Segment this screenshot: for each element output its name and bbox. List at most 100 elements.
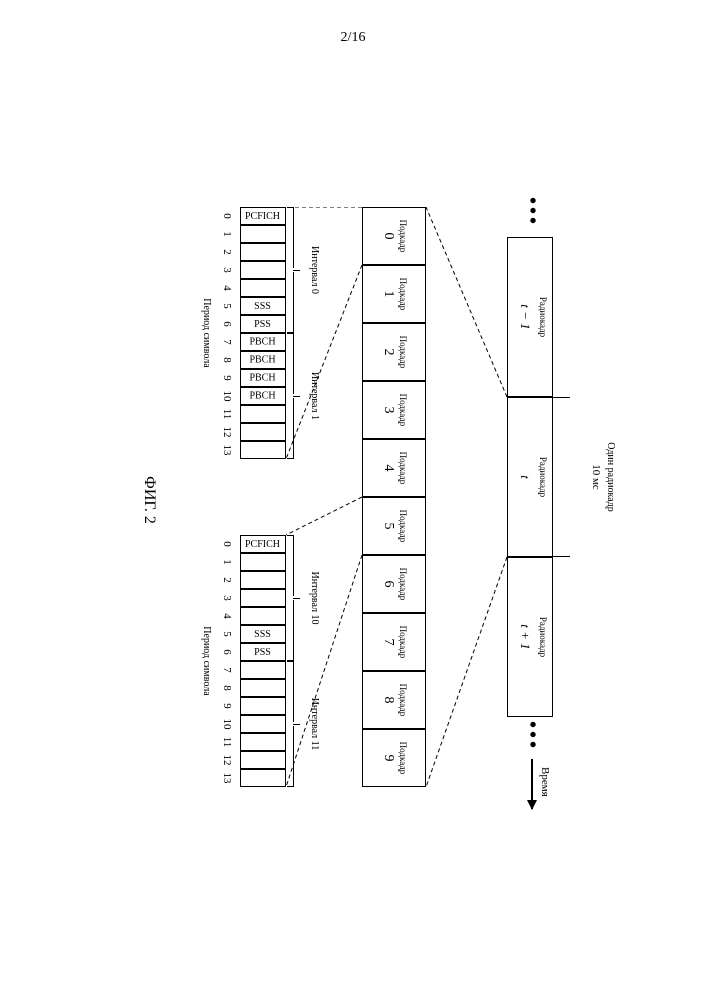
symbol-cell: PBCH [240,333,286,351]
symbol-cell-text: SSS [255,301,272,312]
symbol-cell [240,679,286,697]
symbol-cell: PSS [240,643,286,661]
symbol-row: PCFICH SSS PSS PBCH PBCH PBCH PBCH PCFICH SSS PSS [240,207,286,793]
subframe-number: 5 [380,523,396,530]
symbol-index: 13 [221,769,233,787]
subframe-number: 3 [380,407,396,414]
symbol-period-label: Период символа [201,207,212,459]
symbol-index: 11 [221,405,233,423]
radioframe-box: Радиокадр t − 1 [507,237,553,397]
subframe-number: 4 [380,465,396,472]
symbol-cell-text: PBCH [250,391,276,402]
symbol-cell [240,243,286,261]
symbol-cell [240,697,286,715]
subframe-label: Подкадр [398,394,408,427]
subframe-label: Подкадр [398,568,408,601]
symbol-index: 2 [221,571,233,589]
symbol-index: 13 [221,441,233,459]
symbol-cell [240,261,286,279]
radioframe-index: t + 1 [517,624,533,649]
interval-label: Интервал 0 [309,207,320,333]
symbol-index: 9 [221,697,233,715]
symbol-index: 12 [221,423,233,441]
symbol-index: 8 [221,351,233,369]
symbol-cell: PBCH [240,387,286,405]
radioframe-index: t − 1 [517,304,533,329]
symbol-cell-text: SSS [255,629,272,640]
symbol-cell [240,661,286,679]
subframe-label: Подкадр [398,220,408,253]
subframe-number: 6 [380,581,396,588]
subframe-number: 1 [380,291,396,298]
subframe-box: Подкадр5 [362,497,426,555]
subframe-row: Подкадр0Подкадр1Подкадр2Подкадр3Подкадр4… [362,207,426,793]
symbol-index: 2 [221,243,233,261]
subframe-label: Подкадр [398,278,408,311]
symbol-index: 3 [221,261,233,279]
radioframe-duration-label2: 10 мс [590,397,602,557]
interval-bracket [288,661,306,787]
symbol-cell [240,441,286,459]
symbol-index: 10 [221,387,233,405]
symbol-cell [240,423,286,441]
figure-label: ФИГ. 2 [140,476,158,524]
subframe-number: 2 [380,349,396,356]
interval-bracket [288,333,306,459]
subframe-number: 9 [380,755,396,762]
subframe-box: Подкадр3 [362,381,426,439]
symbol-index: 9 [221,369,233,387]
symbol-index: 4 [221,279,233,297]
interval-bracket [288,535,306,661]
radioframe-index: t [517,475,533,479]
subframe-box: Подкадр4 [362,439,426,497]
radioframe-bracket [570,397,588,557]
symbol-index: 1 [221,553,233,571]
radioframe-label: Радиокадр [538,297,548,337]
symbol-cell-text: PSS [255,647,272,658]
symbol-cell [240,225,286,243]
symbol-cell: PBCH [240,369,286,387]
lte-frame-diagram: Один радиокадр 10 мс ••• ••• Радиокадрt … [0,207,706,793]
symbol-period-label: Период символа [201,535,212,787]
radioframe-box: Радиокадр t + 1 [507,557,553,717]
symbol-index: 12 [221,751,233,769]
symbol-cell [240,553,286,571]
symbol-cell-text: PBCH [250,355,276,366]
symbol-index: 4 [221,607,233,625]
symbol-index: 6 [221,643,233,661]
symbol-index: 0 [221,207,233,225]
subframe-box: Подкадр9 [362,729,426,787]
symbol-cell: PSS [240,315,286,333]
interval-label: Интервал 1 [309,333,320,459]
symbol-cell: SSS [240,297,286,315]
subframe-box: Подкадр2 [362,323,426,381]
symbol-index: 11 [221,733,233,751]
symbol-cell-text: PSS [255,319,272,330]
symbol-cell-text: PCFICH [245,539,280,550]
subframe-label: Подкадр [398,452,408,485]
radioframe-label: Радиокадр [538,457,548,497]
symbol-index: 7 [221,661,233,679]
symbol-cell [240,733,286,751]
radioframe-label: Радиокадр [538,617,548,657]
interval-label: Интервал 10 [309,535,320,661]
radioframe-box: Радиокадр t [507,397,553,557]
symbol-cell: PBCH [240,351,286,369]
symbol-cell-text: PBCH [250,373,276,384]
subframe-box: Подкадр6 [362,555,426,613]
subframe-box: Подкадр7 [362,613,426,671]
subframe-box: Подкадр1 [362,265,426,323]
symbol-index: 5 [221,625,233,643]
symbol-index: 0 [221,535,233,553]
symbol-cell: SSS [240,625,286,643]
symbol-cell [240,405,286,423]
subframe-number: 8 [380,697,396,704]
symbol-index: 3 [221,589,233,607]
symbol-index: 10 [221,715,233,733]
subframe-number: 0 [380,233,396,240]
symbol-index: 5 [221,297,233,315]
symbol-index: 6 [221,315,233,333]
subframe-label: Подкадр [398,336,408,369]
symbol-cell-text: PCFICH [245,211,280,222]
symbol-cell [240,715,286,733]
